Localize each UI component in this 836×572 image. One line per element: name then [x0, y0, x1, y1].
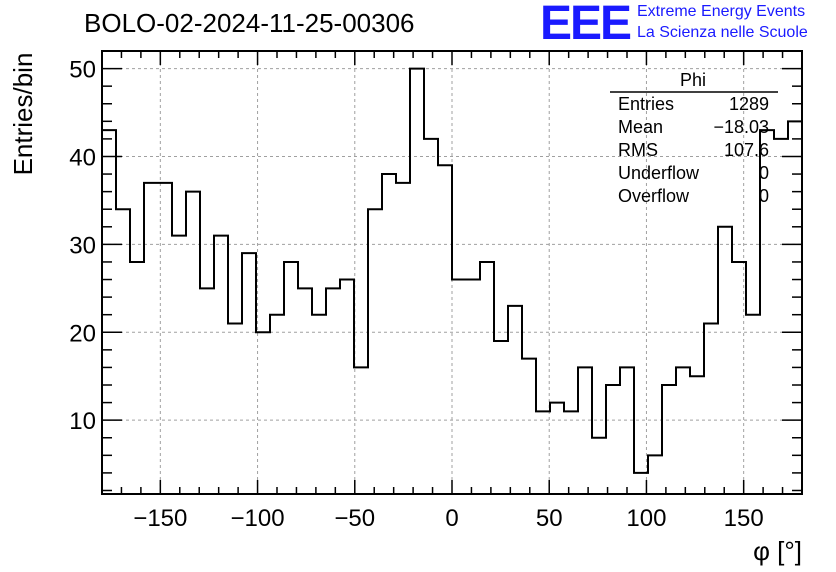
eee-logo: EEE — [540, 0, 632, 50]
x-tick-label: −100 — [231, 505, 285, 532]
grid-lines — [102, 51, 802, 494]
stats-row-label: Mean — [618, 117, 663, 137]
x-tick-label: −50 — [334, 505, 375, 532]
y-tick-label: 50 — [69, 57, 96, 84]
x-tick-label: −150 — [133, 505, 187, 532]
y-tick-label: 30 — [69, 232, 96, 259]
y-tick-label: 40 — [69, 144, 96, 171]
stats-row-label: Underflow — [618, 163, 700, 183]
stats-row-label: Entries — [618, 94, 674, 114]
stats-row-value: 0 — [759, 163, 769, 183]
x-axis-label: φ [°] — [753, 536, 802, 566]
stats-box-title: Phi — [680, 70, 706, 90]
logo-line-1: Extreme Energy Events — [637, 3, 806, 20]
stats-row-value: −18.03 — [713, 117, 769, 137]
x-tick-label: 50 — [536, 505, 563, 532]
stats-row-value: 107.6 — [724, 140, 769, 160]
x-tick-label: 100 — [626, 505, 666, 532]
chart-title: BOLO-02-2024-11-25-00306 — [84, 8, 415, 38]
x-tick-label: 150 — [724, 505, 764, 532]
logo-line-2: La Scienza nelle Scuole — [637, 24, 808, 41]
x-axis-ticks: −150 −100 −50 0 50 100 150 — [101, 51, 803, 532]
y-axis-label: Entries/bin — [8, 53, 38, 176]
stats-row-value: 0 — [759, 186, 769, 206]
histogram-series — [102, 67, 802, 474]
stats-row-label: RMS — [618, 140, 658, 160]
stats-box: Phi Entries 1289 Mean −18.03 RMS 107.6 Underfl… — [610, 70, 778, 206]
y-tick-label: 20 — [69, 320, 96, 347]
y-tick-label: 10 — [69, 408, 96, 435]
stats-row-label: Overflow — [618, 186, 690, 206]
y-axis-ticks: 10 20 30 40 50 — [69, 50, 802, 492]
x-tick-label: 0 — [445, 505, 458, 532]
stats-row-value: 1289 — [729, 94, 769, 114]
